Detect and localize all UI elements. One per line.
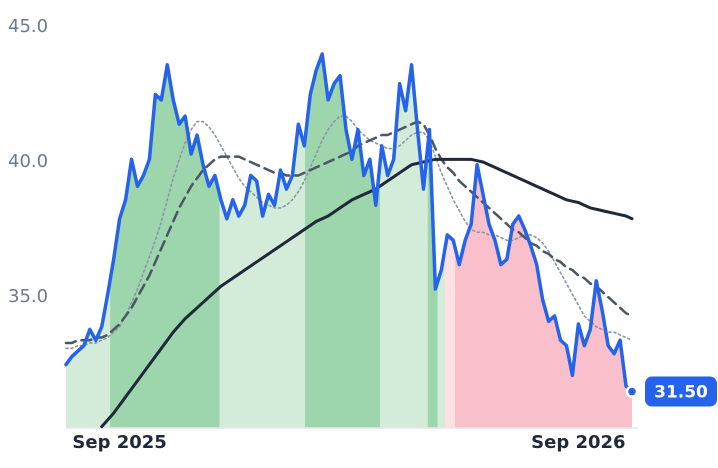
y-tick-label: 40.0 [8, 151, 48, 172]
x-tick-label: Sep 2026 [531, 432, 625, 453]
x-tick-label: Sep 2025 [72, 432, 166, 453]
last-price-label: 31.50 [654, 383, 708, 403]
regime-band [110, 54, 220, 428]
moving-average-line [100, 157, 634, 429]
regime-band [437, 54, 445, 428]
y-tick-label: 45.0 [8, 16, 48, 37]
regime-band [444, 54, 456, 428]
regime-band [304, 54, 380, 428]
moving-average-line [65, 115, 633, 350]
last-price-dot [625, 385, 639, 398]
last-price-badge [645, 376, 717, 407]
price-line [64, 52, 634, 394]
regime-band [379, 54, 428, 428]
regime-band [455, 54, 632, 428]
regime-band [66, 54, 111, 428]
y-tick-label: 35.0 [8, 286, 48, 307]
